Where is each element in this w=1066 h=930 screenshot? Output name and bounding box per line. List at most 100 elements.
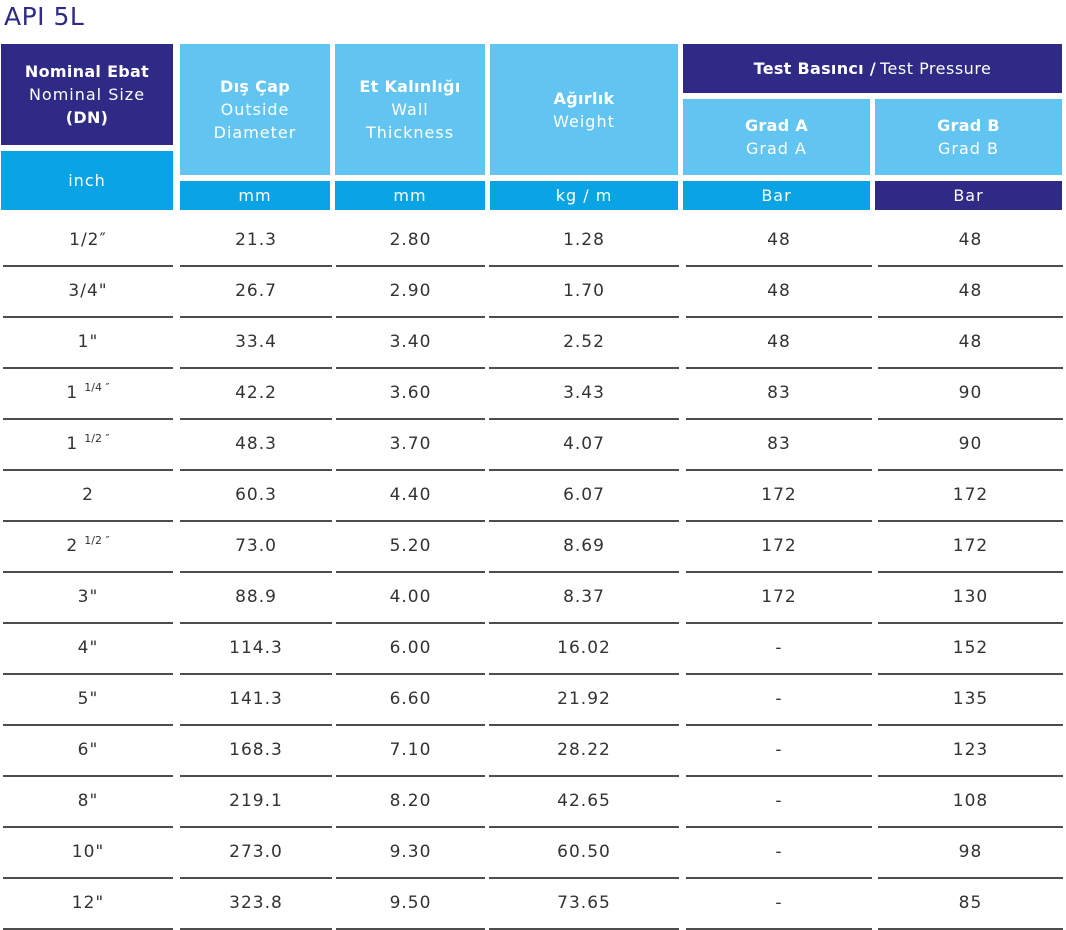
- table-row: 2 1/2 ″ 73.0 5.20 8.69 172 172: [0, 522, 1066, 573]
- cell-outside-diameter: 73.0: [180, 522, 332, 573]
- cell-nominal-size-value: 2: [82, 485, 94, 505]
- cell-wall-thickness: 6.60: [336, 675, 485, 726]
- cell-wall-thickness: 8.20: [336, 777, 485, 828]
- cell-grad-b-pressure-value: 98: [958, 842, 983, 862]
- cell-wall-thickness: 4.40: [336, 471, 485, 522]
- cell-nominal-size-value: 3/4": [68, 281, 108, 301]
- cell-outside-diameter: 42.2: [180, 369, 332, 420]
- cell-weight: 60.50: [489, 828, 679, 879]
- header-grad-a-en: Grad A: [746, 139, 807, 158]
- cell-nominal-size: 2: [3, 471, 173, 522]
- cell-grad-b-pressure-value: 85: [958, 893, 983, 913]
- cell-grad-a-pressure: 48: [686, 267, 872, 318]
- cell-grad-a-pressure-value: -: [775, 842, 783, 862]
- cell-grad-a-pressure: -: [686, 624, 872, 675]
- cell-nominal-size-value: 2: [66, 536, 79, 556]
- cell-nominal-size-value: 8": [77, 791, 99, 811]
- cell-wall-thickness-value: 5.20: [389, 536, 432, 556]
- cell-grad-b-pressure: 108: [878, 777, 1063, 828]
- cell-grad-a-pressure: 172: [686, 573, 872, 624]
- cell-grad-b-pressure: 152: [878, 624, 1063, 675]
- cell-outside-diameter: 219.1: [180, 777, 332, 828]
- cell-outside-diameter-value: 141.3: [229, 689, 283, 709]
- cell-grad-b-pressure-value: 90: [958, 383, 983, 403]
- cell-weight: 6.07: [489, 471, 679, 522]
- cell-outside-diameter: 273.0: [180, 828, 332, 879]
- cell-nominal-size-value: 1: [66, 383, 79, 403]
- cell-weight-value: 73.65: [557, 893, 611, 913]
- cell-outside-diameter: 88.9: [180, 573, 332, 624]
- cell-grad-b-pressure-value: 135: [952, 689, 989, 709]
- cell-weight: 2.52: [489, 318, 679, 369]
- cell-wall-thickness: 4.00: [336, 573, 485, 624]
- cell-grad-a-pressure-value: -: [775, 740, 783, 760]
- cell-nominal-size: 10": [3, 828, 173, 879]
- cell-grad-b-pressure: 130: [878, 573, 1063, 624]
- cell-wall-thickness: 7.10: [336, 726, 485, 777]
- cell-wall-thickness-value: 9.50: [389, 893, 432, 913]
- cell-nominal-size: 1/2″: [3, 216, 173, 267]
- cell-weight: 3.43: [489, 369, 679, 420]
- cell-grad-a-pressure: -: [686, 879, 872, 930]
- cell-weight: 1.28: [489, 216, 679, 267]
- cell-grad-a-pressure-value: -: [775, 689, 783, 709]
- cell-grad-b-pressure-value: 172: [952, 485, 989, 505]
- cell-wall-thickness: 3.60: [336, 369, 485, 420]
- cell-grad-a-pressure-value: 172: [761, 536, 797, 556]
- header-test-pressure-en: Test Pressure: [879, 59, 992, 78]
- cell-weight: 8.37: [489, 573, 679, 624]
- cell-grad-a-pressure-value: 172: [761, 587, 797, 607]
- cell-grad-b-pressure-value: 130: [952, 587, 989, 607]
- header-grad-b: Grad B Grad B: [875, 99, 1062, 175]
- cell-weight: 16.02: [489, 624, 679, 675]
- cell-weight: 42.65: [489, 777, 679, 828]
- unit-grad-a-bar: Bar: [683, 181, 870, 210]
- cell-grad-a-pressure: 48: [686, 216, 872, 267]
- unit-grad-b-bar-label: Bar: [953, 186, 984, 205]
- cell-grad-a-pressure: -: [686, 726, 872, 777]
- cell-outside-diameter-value: 88.9: [235, 587, 277, 607]
- header-nominal-size-dn: (DN): [65, 108, 109, 127]
- table-row: 8" 219.1 8.20 42.65 - 108: [0, 777, 1066, 828]
- header-weight: Ağırlık Weight: [490, 44, 678, 175]
- cell-outside-diameter: 141.3: [180, 675, 332, 726]
- cell-wall-thickness: 3.40: [336, 318, 485, 369]
- cell-nominal-size-fraction: 1/2 ″: [84, 534, 110, 547]
- unit-wall-mm-label: mm: [393, 186, 427, 205]
- cell-grad-a-pressure-value: 48: [767, 230, 791, 250]
- cell-outside-diameter-value: 323.8: [229, 893, 283, 913]
- unit-wall-mm: mm: [335, 181, 485, 210]
- header-test-pressure: Test Basıncı / Test Pressure: [683, 44, 1062, 93]
- cell-weight: 1.70: [489, 267, 679, 318]
- cell-outside-diameter-value: 48.3: [235, 434, 277, 454]
- cell-outside-diameter-value: 273.0: [229, 842, 283, 862]
- cell-grad-a-pressure-value: -: [775, 791, 783, 811]
- cell-outside-diameter: 21.3: [180, 216, 332, 267]
- header-outside-diameter: Dış Çap Outside Diameter: [180, 44, 330, 175]
- cell-weight-value: 42.65: [557, 791, 611, 811]
- cell-weight-value: 4.07: [563, 434, 605, 454]
- header-grad-b-tr: Grad B: [937, 116, 1000, 135]
- table-row: 1 1/2 ″ 48.3 3.70 4.07 83 90: [0, 420, 1066, 471]
- cell-outside-diameter: 168.3: [180, 726, 332, 777]
- cell-wall-thickness-value: 6.60: [389, 689, 432, 709]
- cell-nominal-size-value: 5": [77, 689, 99, 709]
- header-nominal-size-en: Nominal Size: [28, 85, 146, 104]
- cell-nominal-size: 2 1/2 ″: [3, 522, 173, 573]
- cell-nominal-size-value: 1: [66, 434, 79, 454]
- cell-weight-value: 1.70: [563, 281, 605, 301]
- cell-grad-b-pressure-value: 108: [952, 791, 989, 811]
- cell-weight: 73.65: [489, 879, 679, 930]
- cell-nominal-size: 1": [3, 318, 173, 369]
- cell-wall-thickness: 6.00: [336, 624, 485, 675]
- header-od-en-1: Outside: [220, 100, 290, 119]
- cell-outside-diameter: 26.7: [180, 267, 332, 318]
- cell-wall-thickness-value: 3.70: [389, 434, 432, 454]
- cell-wall-thickness-value: 3.60: [389, 383, 432, 403]
- table-row: 12" 323.8 9.50 73.65 - 85: [0, 879, 1066, 930]
- page-title: API 5L: [4, 2, 85, 31]
- table-row: 3" 88.9 4.00 8.37 172 130: [0, 573, 1066, 624]
- cell-wall-thickness-value: 3.40: [389, 332, 432, 352]
- header-grad-a-tr: Grad A: [744, 116, 809, 135]
- cell-weight-value: 8.69: [563, 536, 605, 556]
